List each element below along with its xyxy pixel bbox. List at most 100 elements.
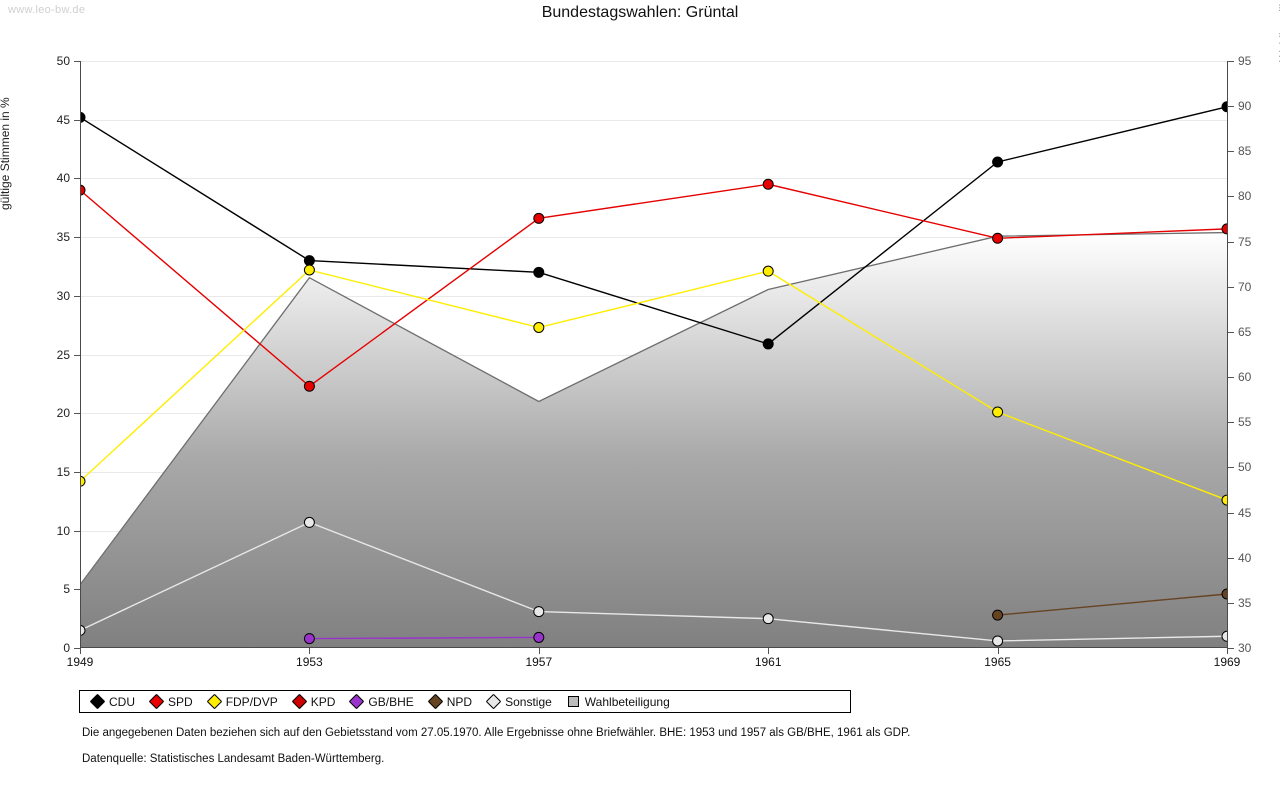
left-tick-label: 15 bbox=[56, 464, 70, 479]
legend-marker-icon bbox=[148, 693, 165, 710]
plot-area bbox=[74, 61, 1234, 654]
point-fdp-dvp bbox=[533, 321, 545, 333]
legend-marker-icon bbox=[206, 693, 222, 710]
left-tick-label: 50 bbox=[56, 54, 70, 68]
footnote-datenquelle: Datenquelle: Statistisches Landesamt Bad… bbox=[82, 753, 385, 765]
legend-label: NPD bbox=[446, 694, 473, 709]
x-tick bbox=[768, 648, 769, 654]
right-tick-label: 95 bbox=[1238, 54, 1252, 68]
legend-item-wahlbeteiligung[interactable]: Wahlbeteiligung bbox=[567, 695, 670, 709]
point-spd bbox=[762, 178, 774, 190]
x-tick-label: 1969 bbox=[1213, 655, 1241, 669]
point-fdp-dvp bbox=[80, 475, 86, 487]
left-axis-line bbox=[80, 61, 81, 648]
x-tick bbox=[998, 648, 999, 654]
right-tick bbox=[1228, 422, 1234, 423]
point-cdu bbox=[992, 156, 1004, 168]
area-wahlbeteiligung bbox=[80, 232, 1227, 648]
legend-label: CDU bbox=[109, 694, 135, 709]
x-tick-label: 1953 bbox=[296, 655, 323, 669]
right-tick bbox=[1228, 242, 1234, 243]
right-tick-label: 90 bbox=[1238, 99, 1252, 114]
point-cdu bbox=[762, 338, 774, 350]
left-tick-label: 5 bbox=[63, 582, 70, 597]
chart-legend: CDU SPD FDP/DVP KPD GB/BHE NPD Sonstige Wahlbet… bbox=[79, 690, 851, 713]
left-tick-label: 20 bbox=[56, 406, 70, 421]
legend-label: KPD bbox=[310, 694, 336, 709]
series-layer bbox=[80, 101, 1228, 648]
point-cdu bbox=[80, 111, 86, 123]
legend-item-gb-bhe[interactable]: GB/BHE bbox=[349, 693, 414, 710]
point-npd bbox=[992, 609, 1004, 621]
right-tick bbox=[1228, 196, 1234, 197]
right-tick-label: 80 bbox=[1238, 189, 1252, 204]
point-spd bbox=[992, 232, 1004, 244]
left-tick bbox=[74, 531, 80, 532]
legend-item-sonstige[interactable]: Sonstige bbox=[485, 693, 552, 710]
right-tick-label: 55 bbox=[1238, 415, 1252, 430]
left-tick-label: 30 bbox=[56, 288, 70, 303]
right-tick bbox=[1228, 513, 1234, 514]
line-wahlbeteiligung bbox=[80, 231, 1228, 586]
legend-item-npd[interactable]: NPD bbox=[427, 693, 473, 710]
x-tick bbox=[80, 648, 81, 654]
point-spd bbox=[533, 212, 545, 224]
right-tick-label: 75 bbox=[1238, 234, 1252, 249]
point-gb-bhe bbox=[303, 633, 315, 645]
chart-title: Bundestagswahlen: Grüntal bbox=[541, 4, 739, 21]
legend-item-spd[interactable]: SPD bbox=[148, 693, 193, 710]
legend-item-fdp-dvp[interactable]: FDP/DVP bbox=[206, 693, 278, 710]
left-tick-label: 35 bbox=[56, 230, 70, 245]
legend-item-cdu[interactable]: CDU bbox=[89, 693, 135, 710]
gridline bbox=[80, 237, 1228, 238]
legend-label: Sonstige bbox=[505, 694, 552, 709]
right-tick-label: 45 bbox=[1238, 505, 1252, 520]
point-gb-bhe bbox=[533, 631, 545, 643]
right-tick-label: 35 bbox=[1238, 595, 1252, 610]
left-tick-label: 25 bbox=[56, 347, 70, 362]
legend-label: GB/BHE bbox=[368, 694, 414, 709]
legend-marker-icon bbox=[427, 693, 444, 710]
right-axis-line bbox=[1227, 61, 1228, 648]
point-spd bbox=[303, 380, 315, 392]
right-tick-label: 40 bbox=[1238, 550, 1252, 565]
left-tick bbox=[74, 296, 80, 297]
left-tick-label: 40 bbox=[56, 171, 70, 186]
gridline bbox=[80, 120, 1228, 121]
left-tick bbox=[74, 237, 80, 238]
left-tick bbox=[74, 413, 80, 414]
legend-label: FDP/DVP bbox=[225, 694, 278, 709]
line-npd bbox=[997, 593, 1228, 616]
right-tick bbox=[1228, 377, 1234, 378]
right-tick bbox=[1228, 332, 1234, 333]
x-tick bbox=[1227, 648, 1228, 654]
point-spd bbox=[80, 184, 86, 196]
left-tick bbox=[74, 355, 80, 356]
x-tick-label: 1949 bbox=[66, 655, 94, 669]
point-fdp-dvp bbox=[762, 265, 774, 277]
bottom-axis-line bbox=[80, 647, 1228, 648]
legend-item-kpd[interactable]: KPD bbox=[291, 693, 336, 710]
point-cdu bbox=[303, 255, 315, 267]
left-tick bbox=[74, 472, 80, 473]
line-cdu bbox=[80, 106, 1228, 345]
left-tick bbox=[74, 589, 80, 590]
point-sonstige bbox=[992, 635, 1004, 647]
left-tick bbox=[74, 648, 80, 649]
point-sonstige bbox=[303, 516, 315, 528]
right-tick bbox=[1228, 61, 1234, 62]
legend-marker-icon bbox=[291, 693, 307, 710]
point-sonstige bbox=[80, 624, 86, 636]
gridline bbox=[80, 178, 1228, 179]
point-fdp-dvp bbox=[303, 264, 315, 276]
point-cdu bbox=[533, 266, 545, 278]
legend-label: SPD bbox=[168, 694, 193, 709]
x-tick-label: 1965 bbox=[984, 655, 1011, 669]
line-fdp-dvp bbox=[80, 269, 1228, 501]
footnote-gebietsstand: Die angegebenen Daten beziehen sich auf … bbox=[82, 727, 911, 739]
point-fdp-dvp bbox=[992, 406, 1004, 418]
right-tick bbox=[1228, 106, 1234, 107]
gridline bbox=[80, 61, 1228, 62]
right-tick bbox=[1228, 648, 1234, 649]
right-tick-label: 70 bbox=[1238, 279, 1252, 294]
